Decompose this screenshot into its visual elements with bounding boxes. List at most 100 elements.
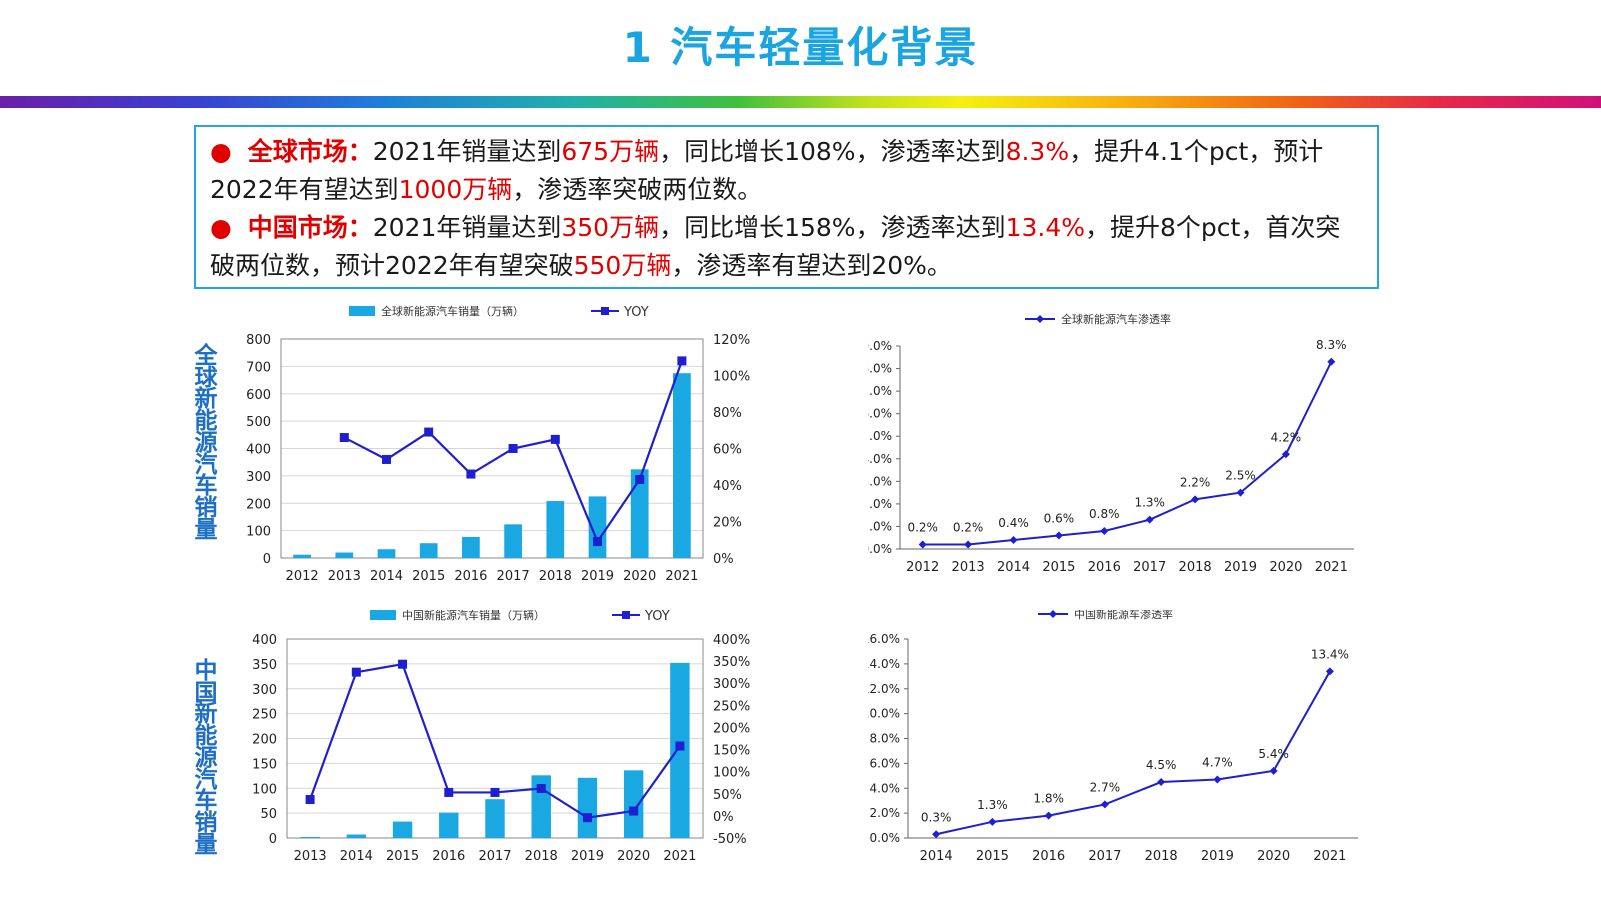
- highlight-value: 350万辆: [561, 213, 660, 242]
- yoy-point: [635, 475, 645, 485]
- side-label-char: 销: [194, 494, 218, 521]
- y-right-tick-label: 300%: [713, 677, 750, 692]
- penetration-point: [1054, 531, 1063, 540]
- x-tick-label: 2021: [663, 849, 696, 864]
- highlight-value: 550万辆: [573, 251, 672, 280]
- legend-entry: YOY: [644, 610, 670, 624]
- y-tick-label: 0.0%: [870, 831, 901, 845]
- y-left-tick-label: 0: [269, 832, 277, 847]
- penetration-point: [988, 817, 997, 826]
- y-tick-label: 8.0%: [870, 732, 901, 746]
- yoy-point: [444, 787, 454, 797]
- data-label: 2.7%: [1090, 780, 1121, 794]
- y-right-tick-label: 250%: [713, 699, 750, 714]
- y-tick-label: 14.0%: [868, 657, 900, 671]
- text-fragment: ，渗透率有望达到20%。: [671, 251, 952, 280]
- x-tick-label: 2015: [386, 849, 419, 864]
- x-tick-label: 2019: [571, 849, 604, 864]
- penetration-series-line: [935, 670, 1331, 836]
- legend-entry: 中国新能源汽车销量（万辆）: [402, 610, 545, 622]
- penetration-point: [1281, 450, 1290, 459]
- x-tick-label: 2019: [1201, 849, 1234, 864]
- x-tick-label: 2021: [665, 569, 698, 584]
- data-label: 0.2%: [953, 520, 984, 534]
- yoy-point: [351, 667, 361, 677]
- side-label-char: 汽: [194, 451, 218, 478]
- side-label-char: 能: [194, 408, 218, 435]
- x-tick-label: 2019: [581, 569, 614, 584]
- bar: [485, 799, 505, 838]
- y-tick-label: 3.0%: [868, 474, 892, 488]
- side-label-char: 销: [194, 809, 218, 836]
- y-left-tick-label: 250: [252, 708, 277, 723]
- penetration-point: [1191, 495, 1200, 504]
- bar: [346, 834, 367, 838]
- bar: [546, 501, 565, 558]
- y-right-tick-label: 400%: [713, 633, 750, 648]
- x-tick-label: 2012: [906, 560, 939, 575]
- x-tick-label: 2016: [454, 569, 487, 584]
- side-label-char: 量: [194, 831, 218, 858]
- data-label: 13.4%: [1311, 647, 1349, 661]
- data-label: 1.3%: [1134, 496, 1165, 510]
- yoy-point: [398, 659, 408, 669]
- x-tick-label: 2015: [976, 849, 1009, 864]
- y-right-tick-label: 100%: [713, 370, 750, 385]
- legend-entry: YOY: [623, 305, 649, 320]
- x-tick-label: 2016: [1032, 849, 1065, 864]
- x-tick-label: 2014: [370, 569, 403, 584]
- bar: [623, 770, 644, 838]
- legend-bar-swatch: [370, 610, 396, 620]
- data-label: 1.3%: [977, 798, 1008, 812]
- x-tick-label: 2013: [952, 560, 985, 575]
- penetration-point: [1009, 535, 1018, 544]
- yoy-point: [424, 427, 434, 437]
- y-right-tick-label: 0%: [713, 810, 734, 825]
- y-right-tick-label: 20%: [713, 516, 742, 531]
- y-tick-label: 5.0%: [868, 429, 892, 443]
- y-right-tick-label: 50%: [713, 788, 742, 803]
- yoy-point: [582, 813, 592, 823]
- y-right-tick-label: 60%: [713, 443, 742, 458]
- y-left-tick-label: 100: [252, 782, 277, 797]
- side-label-char: 新: [194, 386, 218, 413]
- side-label-char: 国: [194, 679, 218, 706]
- x-tick-label: 2019: [1224, 560, 1257, 575]
- y-tick-label: 2.0%: [868, 497, 892, 511]
- y-left-tick-label: 700: [246, 360, 271, 375]
- y-tick-label: 4.0%: [868, 452, 892, 466]
- x-tick-label: 2016: [1088, 560, 1121, 575]
- y-left-tick-label: 400: [252, 633, 277, 648]
- yoy-point: [305, 795, 315, 805]
- y-left-tick-label: 200: [252, 733, 277, 748]
- data-label: 4.2%: [1271, 430, 1302, 444]
- y-left-tick-label: 200: [246, 497, 271, 512]
- side-label-char: 全: [194, 343, 218, 369]
- y-right-tick-label: 80%: [713, 406, 742, 421]
- y-tick-label: 10.0%: [868, 707, 900, 721]
- x-tick-label: 2014: [340, 849, 373, 864]
- penetration-point: [932, 830, 941, 839]
- yoy-point: [382, 454, 391, 464]
- x-tick-label: 2013: [294, 849, 327, 864]
- yoy-point: [490, 787, 500, 797]
- side-label-char: 车: [194, 788, 218, 815]
- highlight-value: 8.3%: [1005, 137, 1070, 166]
- x-tick-label: 2018: [1179, 560, 1212, 575]
- china-market-lead: 中国市场：: [247, 213, 373, 242]
- data-label: 0.3%: [921, 810, 952, 824]
- text-fragment: ，提升4.1个pct，预计2022年有望达到: [210, 137, 1324, 204]
- highlight-value: 1000万辆: [398, 175, 513, 204]
- y-left-tick-label: 350: [252, 658, 277, 673]
- bar: [335, 552, 354, 558]
- penetration-point: [918, 540, 927, 549]
- global-penetration-chart: 0.0% 1.0% 2.0% 3.0% 4.0% 5.0% 6.0% 7.0% 8.0% 9.0%…: [868, 312, 1354, 575]
- y-left-tick-label: 150: [252, 757, 277, 772]
- penetration-point: [1236, 488, 1245, 497]
- text-fragment: 2021年销量达到: [372, 137, 562, 166]
- y-right-tick-label: 100%: [713, 766, 750, 781]
- yoy-point: [536, 783, 546, 793]
- text-fragment: ，同比增长158%，渗透率达到: [659, 213, 1006, 242]
- x-tick-label: 2013: [328, 569, 361, 584]
- legend-line-marker: [1049, 610, 1057, 618]
